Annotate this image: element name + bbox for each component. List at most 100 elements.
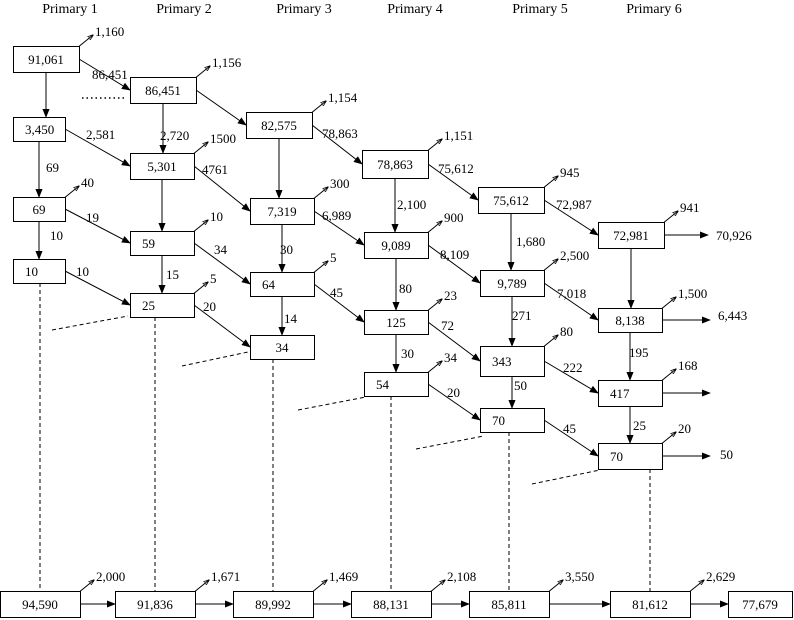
node-box-p6c	[598, 380, 663, 407]
node-box-p2b	[130, 153, 195, 180]
flow-arrow-p4d-p5d	[427, 383, 481, 421]
column-header-primary-3: Primary 3	[276, 2, 332, 17]
exit-arrow-p4c	[425, 299, 442, 313]
flow-value-p2c-p3c: 34	[214, 242, 228, 257]
separator-line-2	[181, 351, 249, 367]
flow-value-p5d-p6d: 45	[563, 421, 576, 436]
column-header-primary-1: Primary 1	[42, 2, 98, 17]
flow-arrow-p4a-p5a	[427, 163, 479, 201]
flow-arrow-p2b-p3b	[193, 165, 251, 212]
node-box-p1a	[13, 46, 80, 73]
flow-value-p5a-p5b: 1,680	[516, 234, 545, 249]
exit-value-p4b: 900	[444, 210, 464, 225]
flow-arrow-p5c-p6c	[543, 360, 599, 394]
node-box-p2c	[130, 231, 195, 256]
exit-value-p5a: 945	[560, 165, 580, 180]
flow-value-p1b-p2b: 2,581	[86, 127, 115, 142]
node-box-p5c	[480, 346, 545, 377]
node-box-g1	[0, 591, 81, 618]
node-value-p4c: 125	[386, 315, 406, 330]
exit-value-p1c: 40	[81, 175, 94, 190]
labels: Primary 1 Primary 2 Primary 3 Primary 4 Prim…	[22, 2, 778, 612]
flow-arrow-p3b-p4b	[313, 210, 365, 246]
flow-value-p3b-p3c: 30	[280, 242, 293, 257]
exit-arrow-p4a	[425, 139, 442, 153]
flow-arrow-p1b-p2b	[64, 128, 131, 167]
node-box-p6b	[598, 308, 663, 333]
exit-value-p2b: 1500	[210, 131, 236, 146]
exit-value-g3: 1,469	[329, 569, 358, 584]
node-value-p5b: 9,789	[497, 276, 526, 291]
node-value-p6d: 70	[610, 449, 623, 464]
node-box-p2d	[130, 293, 195, 318]
separator-line-4	[415, 435, 485, 450]
node-value-g1: 94,590	[22, 597, 58, 612]
flow-value-p2b-p3b: 4761	[202, 162, 228, 177]
node-value-p2c: 59	[142, 236, 155, 251]
node-value-p4a: 78,863	[377, 157, 413, 172]
flow-value-p1b-p1c: 69	[46, 160, 59, 175]
node-box-p3b	[250, 198, 315, 225]
flow-value-p6b-p6c: 195	[629, 345, 649, 360]
node-box-p4b	[364, 232, 429, 259]
exit-value-p4d: 34	[444, 350, 458, 365]
node-value-p4b: 9,089	[381, 238, 410, 253]
exit-value-p3b: 300	[330, 176, 350, 191]
exit-arrow-g2	[192, 580, 209, 594]
output-value-p6b: 6,443	[718, 308, 747, 323]
flow-value-p5c-p5d: 50	[514, 378, 527, 393]
exit-value-p6c: 168	[678, 358, 698, 373]
output-value-p6d: 50	[720, 447, 733, 462]
flow-value-p5b-p5c: 271	[512, 308, 532, 323]
flow-value-p5c-p6c: 222	[563, 360, 583, 375]
exit-value-g5: 3,550	[565, 569, 594, 584]
exit-arrow-p3b	[311, 187, 328, 201]
flow-arrow-p2c-p3c	[193, 242, 251, 285]
exit-arrow-p2c	[191, 220, 208, 234]
separator-line-3	[297, 396, 367, 411]
exit-arrow-p1c	[62, 186, 79, 200]
exit-arrow-p3c	[311, 261, 328, 275]
flow-arrow-p5b-p6b	[543, 282, 599, 321]
exit-arrow-p2a	[193, 66, 210, 80]
node-box-p3d	[250, 335, 315, 360]
exit-arrow-p3a	[309, 101, 326, 115]
node-value-p3b: 7,319	[267, 204, 296, 219]
flow-arrow-p4b-p5b	[427, 244, 481, 284]
flow-arrow-p2d-p3d	[193, 304, 251, 348]
node-value-g6: 81,612	[632, 597, 668, 612]
node-box-g6	[610, 591, 691, 618]
node-box-p2a	[130, 77, 197, 104]
node-box-p1b	[13, 117, 66, 142]
flow-arrow-p5d-p6d	[543, 419, 599, 457]
node-box-p1c	[13, 197, 66, 222]
node-value-g2: 91,836	[137, 597, 173, 612]
exit-value-g2: 1,671	[211, 569, 240, 584]
flow-arrow-p1d-p2d	[64, 270, 131, 306]
flow-value-p4c-p4d: 30	[401, 346, 414, 361]
flow-value-p3b-p4b: 6,989	[322, 208, 351, 223]
exit-value-p3a: 1,154	[328, 90, 358, 105]
exit-value-p4a: 1,151	[444, 128, 473, 143]
exit-value-p5b: 2,500	[560, 248, 589, 263]
node-box-p4c	[364, 310, 429, 335]
flow-value-p6c-p6d: 25	[633, 418, 646, 433]
exit-arrow-g5	[546, 580, 563, 594]
exit-arrow-p1a	[76, 35, 93, 49]
flow-arrow-p1a-p2a	[78, 58, 131, 91]
node-value-p3a: 82,575	[261, 118, 297, 133]
node-box-p3c	[250, 272, 315, 297]
node-box-p6d	[598, 443, 663, 470]
flow-value-p2c-p2d: 15	[166, 267, 179, 282]
node-box-p5a	[478, 187, 545, 214]
node-box-g3	[233, 591, 314, 618]
flow-value-p2a-p2b: 2,720	[160, 128, 189, 143]
node-value-p1c: 69	[33, 202, 46, 217]
flow-arrow-p5a-p6a	[543, 199, 599, 236]
separator-line-5	[531, 469, 601, 485]
flow-value-p5b-p6b: 7,018	[557, 286, 586, 301]
flow-arrow-p1c-p2c	[64, 208, 131, 244]
node-box-p1d	[13, 259, 66, 284]
flow-value-p4b-p5b: 8,109	[440, 247, 469, 262]
flow-value-p4a-p4b: 2,100	[397, 197, 426, 212]
